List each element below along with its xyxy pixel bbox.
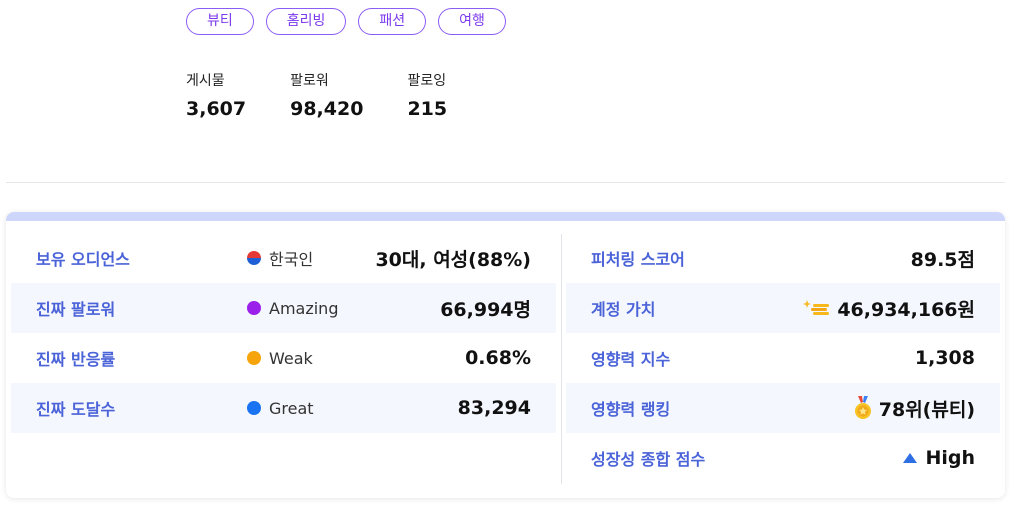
tag-beauty[interactable]: 뷰티 <box>186 8 254 35</box>
row-indicator: 한국인 <box>247 246 313 270</box>
tag-home-living[interactable]: 홈리빙 <box>265 8 347 35</box>
row-label: 진짜 도달수 <box>36 400 116 419</box>
row-influence-index: 영향력 지수 1,308 <box>566 333 1000 383</box>
row-value-wrap: 46,934,166원 <box>803 295 975 322</box>
row-featuring-score: 피처링 스코어 89.5점 <box>566 233 1000 283</box>
stat-label: 팔로잉 <box>407 73 447 89</box>
row-real-followers: 진짜 팔로워 Amazing 66,994명 <box>11 283 556 333</box>
indicator-text: Weak <box>269 348 313 368</box>
medal-icon <box>854 396 871 419</box>
row-label: 피처링 스코어 <box>591 250 685 269</box>
row-influence-ranking: 영향력 랭킹 78위(뷰티) <box>566 383 1000 433</box>
tag-travel[interactable]: 여행 <box>438 8 506 35</box>
row-audience: 보유 오디언스 한국인 30대, 여성(88%) <box>11 233 556 283</box>
row-value: 46,934,166원 <box>837 298 975 321</box>
row-real-engagement: 진짜 반응률 Weak 0.68% <box>11 333 556 383</box>
row-indicator: Weak <box>247 349 313 368</box>
row-value: 66,994명 <box>440 298 531 321</box>
row-label: 영향력 랭킹 <box>591 400 671 419</box>
row-value: 83,294 <box>457 397 531 419</box>
row-label: 보유 오디언스 <box>36 250 130 269</box>
row-value: 1,308 <box>914 347 975 369</box>
profile-stats: 게시물 3,607 팔로워 98,420 팔로잉 215 <box>186 72 491 120</box>
korea-flag-icon <box>247 251 261 265</box>
row-indicator: Great <box>247 399 314 418</box>
indicator-text: Amazing <box>269 298 339 318</box>
status-dot-icon <box>247 301 261 315</box>
stat-value: 98,420 <box>290 98 364 120</box>
section-divider <box>6 182 1005 183</box>
status-dot-icon <box>247 401 261 415</box>
card-top-bar <box>6 212 1005 221</box>
indicator-text: Great <box>269 398 314 418</box>
row-account-value: 계정 가치 46,934,166원 <box>566 283 1000 333</box>
row-label: 진짜 팔로워 <box>36 300 116 319</box>
arrow-up-icon <box>903 453 918 463</box>
row-value: 78위(뷰티) <box>878 398 975 421</box>
stat-label: 팔로워 <box>290 73 329 89</box>
stat-followers: 팔로워 98,420 <box>290 72 363 120</box>
row-value: 30대, 여성(88%) <box>375 248 531 271</box>
row-label: 성장성 종합 점수 <box>591 450 706 469</box>
category-tags: 뷰티 홈리빙 패션 여행 <box>186 8 506 35</box>
stat-posts: 게시물 3,607 <box>186 72 246 120</box>
row-value: 0.68% <box>465 347 531 369</box>
row-label: 진짜 반응률 <box>36 350 116 369</box>
coins-icon <box>803 300 830 315</box>
row-value-wrap: 78위(뷰티) <box>853 395 975 422</box>
row-label: 계정 가치 <box>591 300 656 319</box>
row-real-reach: 진짜 도달수 Great 83,294 <box>11 383 556 433</box>
stat-following: 팔로잉 215 <box>407 72 447 120</box>
metrics-card: 보유 오디언스 한국인 30대, 여성(88%) 진짜 팔로워 Amazing … <box>6 212 1005 498</box>
row-label: 영향력 지수 <box>591 350 671 369</box>
stat-value: 3,607 <box>186 98 247 120</box>
row-value-wrap: High <box>903 447 975 469</box>
column-divider <box>561 234 562 484</box>
row-value: High <box>925 447 975 469</box>
tag-fashion[interactable]: 패션 <box>358 8 427 35</box>
row-growth-score: 성장성 종합 점수 High <box>566 433 1000 483</box>
indicator-text: 한국인 <box>269 250 314 269</box>
row-indicator: Amazing <box>247 299 338 318</box>
stat-value: 215 <box>407 98 448 120</box>
status-dot-icon <box>247 351 261 365</box>
row-value: 89.5점 <box>910 248 975 271</box>
stat-label: 게시물 <box>186 73 225 89</box>
